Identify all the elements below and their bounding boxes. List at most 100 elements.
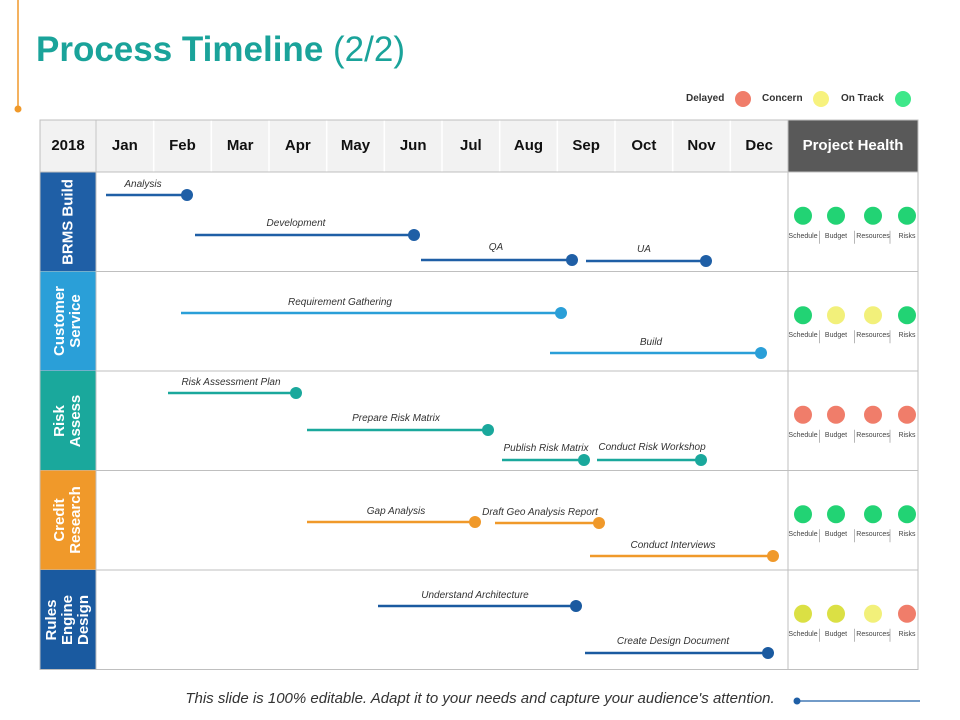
- health-label: Budget: [824, 531, 848, 539]
- month-label: Dec: [745, 137, 773, 154]
- row-label: Credit Research: [51, 486, 84, 555]
- health-dot: [898, 306, 916, 325]
- health-label: Budget: [824, 630, 848, 638]
- year-cell: 2018: [51, 137, 85, 154]
- health-label: Resources: [856, 332, 890, 340]
- month-label: Oct: [631, 137, 657, 154]
- health-label: Schedule: [788, 431, 818, 439]
- health-label: Budget: [824, 232, 848, 240]
- legend-label: Delayed: [686, 93, 725, 104]
- health-label: Resources: [856, 531, 890, 539]
- row-label-bg: [40, 470, 96, 570]
- month-label: Sep: [572, 137, 600, 154]
- health-dot: [794, 604, 812, 623]
- health-label: Risks: [898, 531, 916, 539]
- month-label: Aug: [513, 137, 544, 154]
- health-header-bg: [788, 120, 918, 172]
- health-label: Budget: [824, 332, 848, 340]
- health-label: Schedule: [788, 332, 818, 340]
- title-page: (2/2): [333, 30, 405, 69]
- task-end: [695, 454, 707, 466]
- health-dot: [864, 604, 882, 623]
- health-label: Schedule: [788, 232, 818, 240]
- health-dot: [898, 505, 916, 524]
- task-label: Gap Analysis: [366, 506, 426, 517]
- footer: This slide is 100% editable. Adapt it to…: [185, 690, 775, 707]
- task-end: [408, 229, 420, 241]
- task-end: [593, 517, 605, 529]
- health-label: Resources: [856, 630, 890, 638]
- health-label: Resources: [856, 431, 890, 439]
- task-end: [700, 255, 712, 267]
- health-dot: [794, 306, 812, 325]
- row-label: Risk Assess: [51, 394, 84, 448]
- health-header: Project Health: [802, 137, 904, 154]
- row-label-bg: [40, 570, 96, 670]
- row-label-bg: [40, 371, 96, 471]
- health-label: Resources: [856, 232, 890, 240]
- task-end: [181, 189, 193, 201]
- row-label: Customer Service: [51, 286, 84, 357]
- health-label: Risks: [898, 332, 916, 340]
- health-dot: [827, 206, 845, 225]
- health-dot: [827, 306, 845, 325]
- month-label: Jul: [459, 137, 482, 154]
- month-label: Jun: [399, 137, 427, 154]
- month-label: Jan: [111, 137, 138, 154]
- row-label: Rules Engine Design: [43, 594, 92, 645]
- title-text: Process Timeline: [36, 30, 324, 69]
- task-label: Publish Risk Matrix: [503, 443, 589, 454]
- task-end: [767, 550, 779, 562]
- health-dot: [898, 206, 916, 225]
- task-end: [566, 254, 578, 266]
- health-dot: [794, 405, 812, 424]
- health-label: Schedule: [788, 630, 818, 638]
- task-label: Understand Architecture: [421, 590, 529, 601]
- health-dot: [898, 405, 916, 424]
- legend-dot: [813, 91, 829, 107]
- month-label: Feb: [169, 137, 196, 154]
- health-dot: [864, 306, 882, 325]
- health-dot: [794, 505, 812, 524]
- task-end: [290, 387, 302, 399]
- task-label: Build: [639, 337, 663, 348]
- task-end: [482, 424, 494, 436]
- row-label-bg: [40, 172, 96, 272]
- row-label: BRMS Build: [59, 178, 76, 265]
- health-label: Risks: [898, 232, 916, 240]
- health-dot: [794, 206, 812, 225]
- task-label: Risk Assessment Plan: [181, 377, 281, 388]
- health-dot: [827, 505, 845, 524]
- health-label: Risks: [898, 431, 916, 439]
- health-label: Budget: [824, 431, 848, 439]
- task-end: [555, 307, 567, 319]
- legend-dot: [895, 91, 911, 107]
- task-label: QA: [488, 242, 504, 253]
- month-label: Nov: [687, 137, 716, 154]
- month-label: May: [340, 137, 371, 154]
- task-label: Conduct Risk Workshop: [598, 442, 706, 453]
- row-label-bg: [40, 271, 96, 371]
- month-label: Mar: [226, 137, 254, 154]
- task-label: Development: [266, 218, 326, 229]
- legend-label: On Track: [841, 93, 884, 104]
- health-dot: [864, 505, 882, 524]
- task-label: Draft Geo Analysis Report: [482, 507, 598, 518]
- task-end: [578, 454, 590, 466]
- task-label: Analysis: [124, 179, 162, 190]
- task-label: Create Design Document: [616, 636, 730, 647]
- title: Process Timeline (2/2): [36, 30, 405, 70]
- health-dot: [898, 604, 916, 623]
- task-label: UA: [637, 244, 651, 255]
- health-dot: [864, 405, 882, 424]
- accent-dot: [14, 105, 22, 113]
- task-end: [762, 647, 774, 659]
- health-label: Risks: [898, 630, 916, 638]
- health-dot: [864, 206, 882, 225]
- health-label: Schedule: [788, 531, 818, 539]
- footer-dot: [793, 697, 801, 705]
- health-dot: [827, 604, 845, 623]
- health-dot: [827, 405, 845, 424]
